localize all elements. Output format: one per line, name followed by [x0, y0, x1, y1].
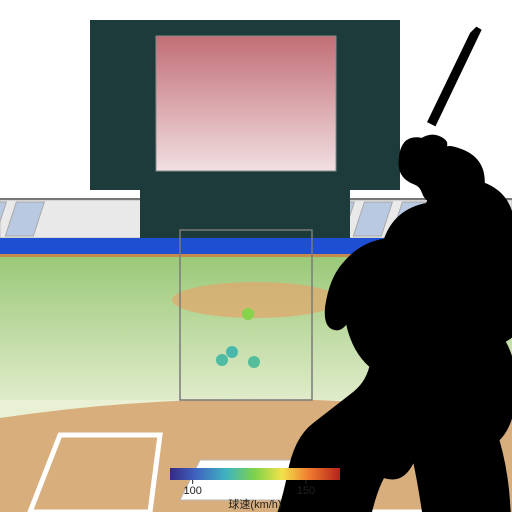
- pitch-marker: [248, 356, 260, 368]
- pitch-marker: [216, 354, 228, 366]
- colorbar: [170, 468, 340, 480]
- colorbar-tick-label: 100: [183, 485, 201, 497]
- scoreboard-base: [140, 190, 350, 238]
- pitch-marker: [226, 346, 238, 358]
- scoreboard-screen: [156, 36, 336, 171]
- pitch-marker: [242, 308, 254, 320]
- pitch-location-chart: 100 150 球速(km/h): [0, 0, 512, 512]
- colorbar-tick-label: 150: [297, 485, 315, 497]
- mound: [172, 282, 340, 318]
- colorbar-label: 球速(km/h): [228, 497, 281, 511]
